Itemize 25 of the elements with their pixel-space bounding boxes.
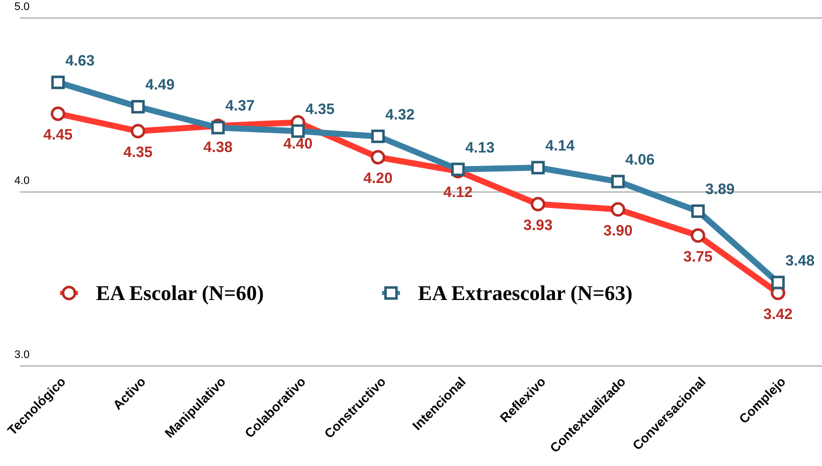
data-label: 4.63: [65, 52, 95, 70]
data-label: 4.35: [123, 144, 153, 162]
data-label: 4.12: [443, 184, 473, 202]
data-label: 3.89: [705, 181, 735, 198]
data-label: 3.42: [763, 306, 793, 323]
data-label: 4.40: [283, 135, 313, 152]
data-label: 4.20: [363, 170, 393, 188]
data-label: 3.48: [785, 252, 815, 270]
y-tick-label: 3.0: [14, 349, 30, 361]
data-label: 4.14: [545, 138, 576, 155]
data-label: 4.45: [43, 126, 73, 144]
data-label: 4.32: [385, 106, 415, 124]
data-label: 4.38: [203, 138, 233, 156]
data-label: 4.35: [305, 101, 335, 118]
y-tick-label: 5.0: [14, 1, 30, 13]
data-label: 3.93: [523, 217, 553, 234]
data-label: 4.49: [145, 76, 175, 94]
y-tick-label: 4.0: [14, 175, 30, 187]
legend-label: EA Escolar (N=60): [96, 281, 264, 305]
data-label: 4.13: [465, 139, 495, 156]
data-label: 3.75: [683, 248, 713, 266]
data-label: 4.37: [225, 98, 255, 115]
data-label: 4.06: [625, 152, 655, 169]
legend-label: EA Extraescolar (N=63): [418, 281, 633, 305]
data-label: 3.90: [603, 222, 633, 240]
